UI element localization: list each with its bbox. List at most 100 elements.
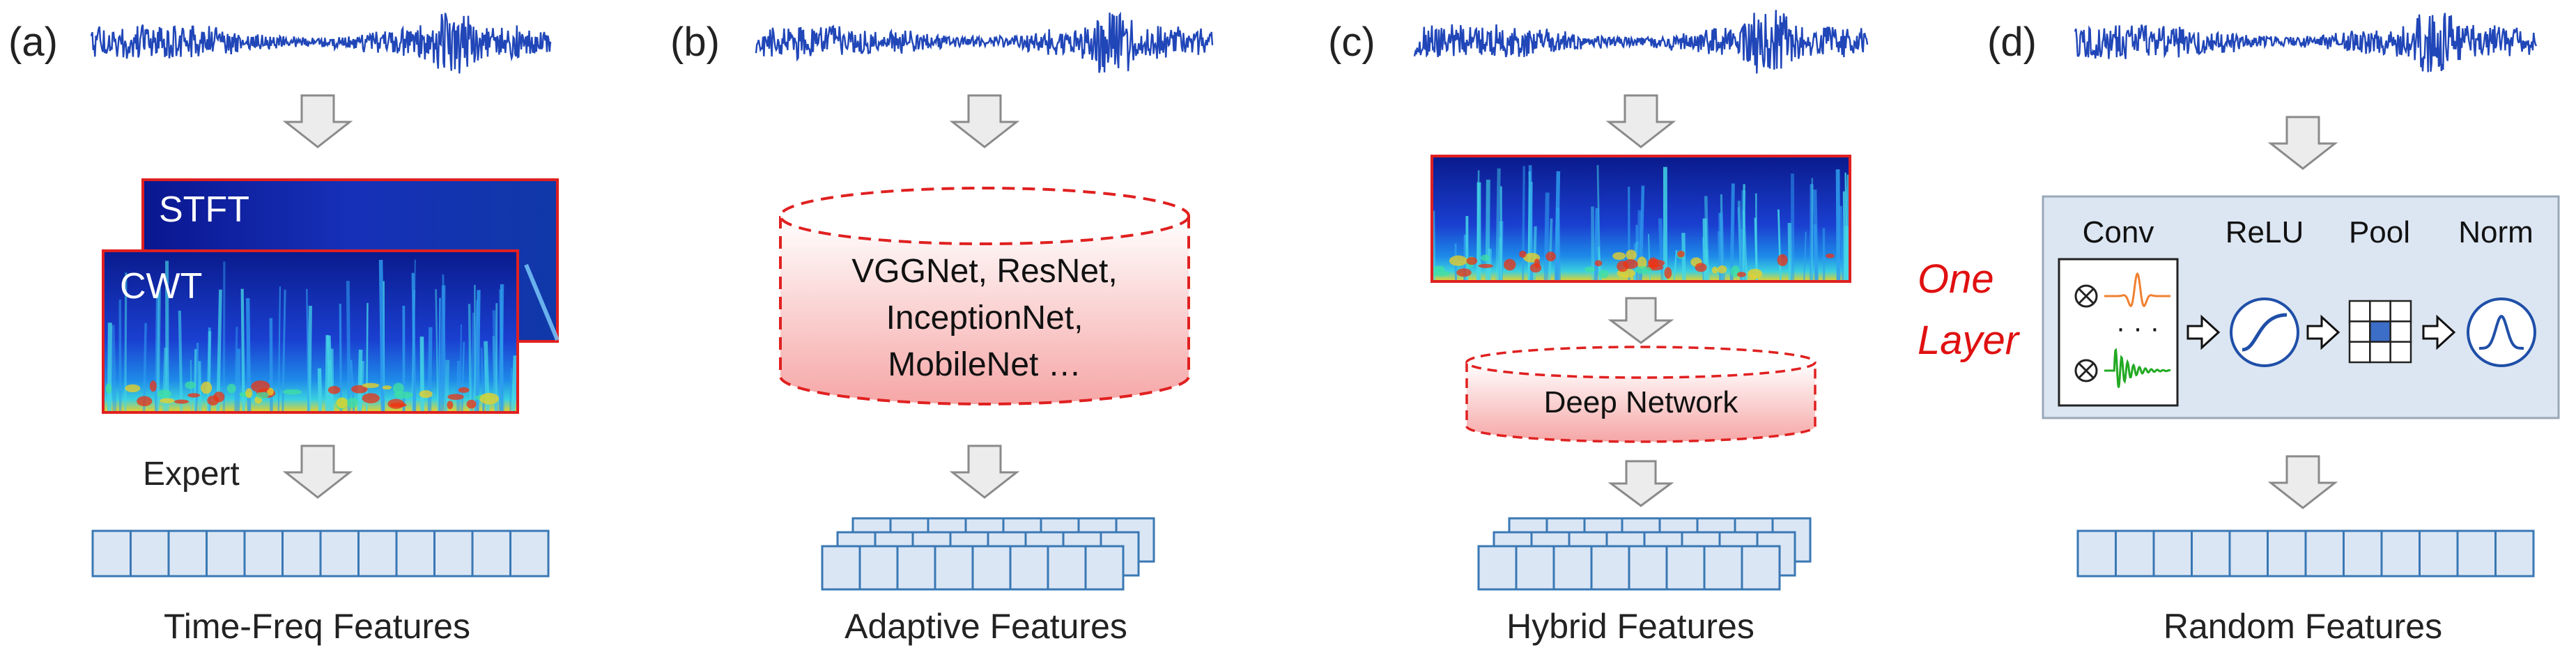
feature-cell [319,529,360,578]
feature-cell [2456,529,2497,578]
conv-kernels: · · · [2058,258,2179,407]
feature-cell [130,529,170,578]
panel-a-arrow-2 [282,444,353,499]
feature-cell [91,529,132,578]
feature-cell [1009,545,1049,591]
feature-cell [1515,545,1555,591]
conv-to-relu-arrow-icon [2186,314,2221,350]
time-freq-features-label: Time-Freq Features [164,607,470,646]
normalization-icon [2467,297,2536,367]
panel-c-arrow-3 [1607,460,1674,507]
panel-b-arrow-1 [949,94,1020,148]
network-line-3: MobileNet … [888,346,1081,383]
deep-network-cylinder: Deep Network [1465,346,1817,443]
network-line-2: InceptionNet, [886,300,1083,336]
panel-c-arrow-1 [1605,94,1676,148]
panel-d: (d) One Layer Conv ReLU Pool Norm · · · [1918,13,2560,646]
feature-cell [2115,529,2155,578]
panel-b-label: (b) [670,20,720,65]
time-freq-feature-vector [91,529,550,578]
panel-a-arrow-1 [282,94,353,148]
feature-cell [1665,545,1706,591]
feature-cell [1741,545,1781,591]
feature-cell [433,529,474,578]
panel-b: (b) VGGNet, ResNet, InceptionNet, Mobile… [670,11,1214,646]
feature-cell [509,529,550,578]
feature-cell [206,529,246,578]
feature-cell [2191,529,2231,578]
feature-cell [1590,545,1630,591]
feature-cell [2494,529,2535,578]
relu-to-pool-arrow-icon [2306,314,2340,350]
feature-cell [2304,529,2345,578]
feature-cell [1477,545,1518,591]
feature-cell [1703,545,1743,591]
hybrid-feature-stack [1477,517,1812,591]
panel-d-arrow-2 [2267,455,2338,509]
orange-kernel-icon [2104,272,2170,307]
panel-c-arrow-2 [1607,297,1674,344]
deep-network-label: Deep Network [1544,385,1739,419]
one-layer-box: Conv ReLU Pool Norm · · · [2042,195,2560,419]
norm-label: Norm [2458,215,2533,249]
feature-cell [2267,529,2307,578]
feature-cell [858,545,899,591]
kernel-ellipsis: · · · [2116,313,2159,343]
panel-c-signal [1413,10,1869,74]
panel-a: (a) STFT CWT Expert Time-Freq Features [8,13,560,646]
feature-cell [395,529,435,578]
panel-d-signal [2074,13,2538,72]
pool-to-norm-arrow-icon [2422,314,2456,350]
panel-c-spectrogram [1430,155,1851,283]
convolution-symbol-icon-2 [2074,359,2098,382]
feature-cell [934,545,974,591]
feature-cell [896,545,936,591]
panel-c-label: (c) [1328,20,1375,65]
panel-a-label: (a) [8,20,58,65]
panel-b-signal [755,11,1214,73]
feature-cell [971,545,1012,591]
random-feature-vector [2076,529,2535,578]
feature-cell [2380,529,2421,578]
conv-label: Conv [2083,215,2154,249]
adaptive-feature-stack [821,517,1155,591]
stft-label: STFT [159,189,249,230]
network-line-1: VGGNet, ResNet, [851,253,1117,290]
random-features-label: Random Features [2164,607,2442,646]
green-kernel-icon [2104,348,2171,388]
panel-c: (c) Deep Network Hybrid Features [1328,10,1869,646]
pretrained-networks-cylinder: VGGNet, ResNet, InceptionNet, MobileNet … [779,187,1190,405]
one-layer-label-line-1: One [1918,256,1994,302]
feature-cell [2076,529,2117,578]
adaptive-features-label: Adaptive Features [844,607,1127,646]
relu-activation-icon [2230,297,2299,367]
feature-cell [2152,529,2193,578]
feature-cell [471,529,511,578]
feature-cell [357,529,398,578]
convolution-symbol-icon [2074,284,2098,308]
pool-label: Pool [2349,215,2410,249]
feature-cell [2343,529,2383,578]
feature-cell [1084,545,1125,591]
feature-cell [167,529,208,578]
feature-cell [1047,545,1087,591]
panel-b-arrow-2 [949,444,1020,499]
hybrid-features-label: Hybrid Features [1506,607,1754,646]
feature-cell [243,529,284,578]
cwt-label: CWT [120,266,202,307]
feature-cell [1552,545,1593,591]
expert-label: Expert [143,456,240,493]
one-layer-label-line-2: Layer [1918,318,2021,363]
panel-d-label: (d) [1987,20,2037,65]
cwt-spectrogram: CWT [102,249,519,414]
relu-label: ReLU [2226,215,2304,249]
feature-cell [2228,529,2269,578]
feature-cell [1628,545,1668,591]
panel-a-signal [91,13,552,74]
feature-cell [821,545,861,591]
feature-cell [2419,529,2459,578]
feature-cell [281,529,322,578]
panel-d-arrow-1 [2267,116,2338,170]
pooling-grid-icon [2348,300,2412,364]
